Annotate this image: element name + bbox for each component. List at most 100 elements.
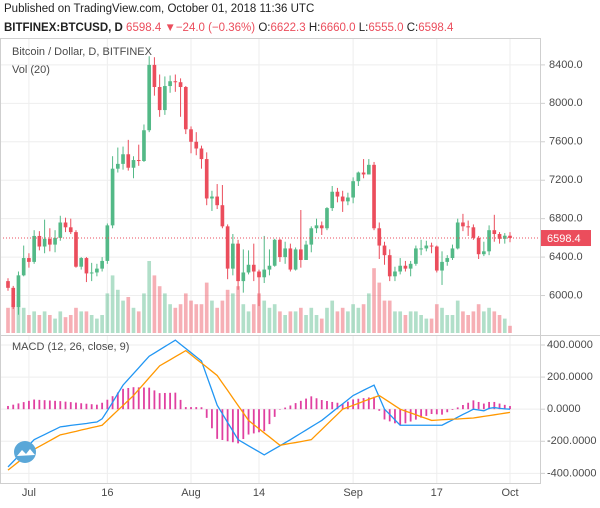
candle-body	[330, 191, 335, 209]
volume-bar	[414, 311, 418, 333]
volume-bar	[100, 315, 104, 333]
volume-bar	[366, 293, 371, 333]
last-price-label: 6598.4	[547, 233, 581, 245]
histogram-bar	[498, 403, 501, 410]
histogram-bar	[378, 409, 381, 411]
volume-bar	[393, 311, 397, 333]
histogram-bar	[299, 400, 302, 410]
volume-bar	[58, 311, 63, 333]
volume-bar	[424, 318, 429, 333]
histogram-bar	[472, 400, 475, 410]
histogram-bar	[273, 409, 276, 417]
candle-body	[424, 245, 429, 249]
volume-bar	[440, 307, 444, 333]
volume-bar	[48, 315, 52, 333]
candle-body	[21, 258, 26, 276]
histogram-bar	[477, 401, 480, 410]
histogram-bar	[263, 409, 266, 432]
volume-bar	[304, 315, 308, 333]
histogram-bar	[268, 409, 271, 425]
candle-body	[100, 260, 104, 269]
volume-bar	[89, 315, 94, 333]
histogram-bar	[205, 409, 208, 418]
histogram-bar	[451, 409, 454, 410]
volume-bar	[340, 307, 345, 333]
volume-bar	[330, 300, 335, 333]
histogram-bar	[28, 400, 30, 410]
volume-bar	[147, 261, 152, 333]
histogram-bar	[211, 409, 213, 429]
y-tick-label: 8400.0	[549, 59, 583, 71]
candle-body	[241, 272, 246, 282]
candle-body	[147, 64, 152, 131]
histogram-bar	[247, 409, 250, 435]
volume-bar	[215, 307, 219, 333]
histogram-bar	[409, 409, 412, 422]
y-tick-label: 6400.0	[549, 251, 583, 263]
volume-bar	[492, 311, 497, 333]
candle-body	[508, 235, 512, 239]
volume-bar	[241, 304, 246, 333]
volume-bar	[11, 304, 16, 333]
volume-bar	[68, 315, 73, 333]
candle-body	[414, 248, 418, 264]
volume-bar	[429, 318, 434, 333]
histogram-bar	[435, 409, 438, 415]
candle-body	[79, 258, 84, 267]
histogram-bar	[289, 405, 292, 410]
candle-body	[74, 232, 78, 267]
candle-body	[283, 248, 287, 258]
volume-bar	[398, 311, 403, 333]
candle-body	[189, 129, 193, 142]
histogram-bar	[315, 398, 318, 410]
candle-body	[246, 264, 251, 273]
candle-body	[257, 271, 261, 278]
volume-bar	[335, 311, 340, 333]
candle-body	[377, 228, 382, 246]
histogram-bar	[43, 400, 46, 410]
ohlc-value: 6555.0	[368, 22, 403, 34]
histogram-bar	[48, 400, 51, 410]
candle-body	[11, 287, 16, 308]
x-tick-label: 17	[431, 487, 443, 499]
candle-body	[231, 243, 235, 269]
volume-bar	[136, 311, 141, 333]
candle-body	[131, 160, 136, 168]
candle-body	[408, 263, 413, 269]
candle-body	[461, 222, 465, 227]
histogram-bar	[399, 409, 402, 426]
volume-bar	[272, 304, 277, 333]
volume-bar	[267, 307, 272, 333]
histogram-bar	[116, 392, 119, 410]
volume-bar	[471, 311, 476, 333]
histogram-bar	[106, 399, 109, 410]
volume-bar	[288, 311, 293, 333]
ohlc-key: C:	[407, 22, 419, 34]
histogram-bar	[64, 401, 67, 410]
volume-bar	[225, 289, 230, 333]
candle-body	[68, 227, 73, 233]
volume-bar	[231, 293, 235, 333]
histogram-bar	[482, 403, 485, 410]
candle-body	[272, 239, 277, 266]
candle-body	[445, 258, 450, 262]
ohlc-value: 6622.3	[270, 22, 305, 34]
volume-bar	[377, 282, 382, 333]
ohlc-value: 6660.0	[320, 22, 355, 34]
candle-body	[351, 181, 355, 198]
histogram-bar	[441, 409, 443, 415]
histogram-bar	[95, 404, 98, 410]
histogram-bar	[54, 400, 56, 410]
volume-bar	[262, 300, 267, 333]
candle-body	[48, 238, 52, 245]
candle-body	[429, 245, 434, 247]
volume-bar	[325, 307, 329, 333]
volume-bar	[63, 317, 68, 333]
candle-body	[440, 261, 444, 271]
candle-body	[168, 81, 172, 87]
volume-bar	[434, 304, 439, 333]
candle-body	[361, 172, 366, 175]
candle-body	[325, 208, 329, 229]
volume-bar	[110, 275, 115, 333]
volume-bar	[42, 311, 47, 333]
